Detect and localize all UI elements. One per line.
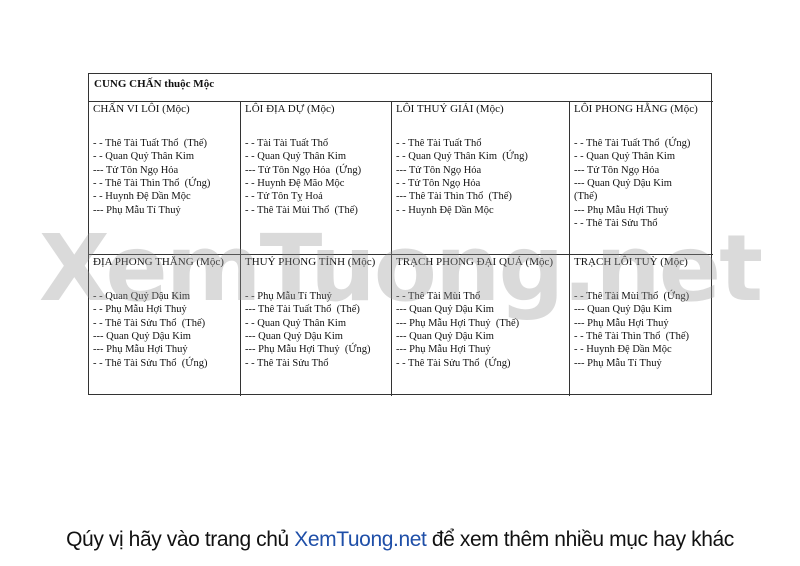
table: CUNG CHẤN thuộc Mộc CHẤN VI LÔI (Mộc) - -… [88, 73, 713, 396]
cell-line: --- Quan Quỷ Dậu Kim [396, 330, 494, 342]
cell-line: --- Quan Quỷ Dậu Kim [93, 330, 191, 342]
table-cell: THUỶ PHONG TỈNH (Mộc) - - Phụ Mẫu Tí Thuỷ… [240, 254, 391, 396]
cell-line: --- Tử Tôn Ngọ Hỏa [93, 164, 179, 176]
cell-line: - - Thê Tài Tuất Thổ (Thế) [93, 138, 208, 149]
cell-heading: TRẠCH PHONG ĐẠI QUÁ (Mộc) [396, 256, 554, 268]
table-cell: LÔI THUỶ GIẢI (Mộc) - - Thê Tài Tuất Thổ -… [391, 101, 569, 254]
cell-line: --- Phụ Mẫu Hợi Thuỷ (Ứng) [245, 344, 371, 356]
cell-line: - - Quan Quỷ Thân Kim [245, 151, 346, 163]
cell-line: - - Thê Tài Thìn Thổ (Thế) [574, 330, 689, 342]
cell-line: - - Quan Quỷ Thân Kim (Ứng) [396, 151, 528, 163]
cell-heading: TRẠCH LÔI TUỲ (Mộc) [574, 256, 688, 268]
cell-line: - - Tài Tài Tuất Thổ [245, 138, 329, 149]
cell-line: --- Phụ Mẫu Hợi Thuỷ [574, 317, 669, 329]
cell-heading: LÔI PHONG HẰNG (Mộc) [574, 103, 698, 115]
cell-line: --- Tử Tôn Ngọ Hỏa [574, 164, 660, 176]
footer-text: Qúy vị hãy vào trang chủ [66, 528, 295, 551]
table-title: CUNG CHẤN thuộc Mộc [94, 78, 215, 90]
cell-line: - - Thê Tài Tuất Thổ (Ứng) [574, 138, 691, 149]
cell-line: - - Quan Quỷ Thân Kim [93, 151, 194, 163]
cell-line: - - Thê Tài Sửu Thổ (Thế) [93, 317, 206, 329]
cell-line: --- Quan Quỷ Dậu Kim [574, 177, 672, 189]
cell-line: - - Quan Quỷ Thân Kim [245, 317, 346, 329]
cell-line: --- Phụ Mẫu Tí Thuỷ [93, 204, 181, 216]
cell-line: --- Quan Quỷ Dậu Kim [574, 304, 672, 316]
cell-line: - - Huynh Đệ Dần Mộc [574, 344, 672, 356]
footer: Qúy vị hãy vào trang chủ XemTuong.net để… [0, 528, 800, 552]
cell-heading: THUỶ PHONG TỈNH (Mộc) [245, 256, 376, 268]
cell-line: - - Thê Tài Tuất Thổ [396, 138, 482, 149]
cell-heading: LÔI ĐỊA DỰ (Mộc) [245, 103, 335, 115]
cell-line: - - Thê Tài Mùi Thổ (Thế) [245, 204, 358, 216]
cell-line: --- Thê Tài Thìn Thổ (Thế) [396, 191, 512, 203]
cell-heading: ĐỊA PHONG THĂNG (Mộc) [93, 256, 224, 268]
cell-line: - - Thê Tài Mùi Thổ (Ứng) [574, 291, 690, 302]
cell-line: - - Thê Tài Thìn Thổ (Ứng) [93, 177, 211, 189]
cell-line: - - Quan Quỷ Dậu Kim [93, 291, 191, 302]
cell-line: - - Huynh Đệ Dần Mộc [93, 191, 191, 203]
cell-line: --- Quan Quỷ Dậu Kim [245, 330, 343, 342]
cell-line: --- Quan Quỷ Dậu Kim [396, 304, 494, 316]
cell-line: (Thế) [574, 191, 598, 203]
cell-line: --- Tử Tôn Ngọ Hỏa [396, 164, 482, 176]
cell-heading: LÔI THUỶ GIẢI (Mộc) [396, 103, 504, 115]
cell-line: - - Tử Tôn Ngọ Hỏa [396, 177, 481, 189]
footer-link[interactable]: XemTuong.net [294, 528, 427, 551]
table-cell: LÔI ĐỊA DỰ (Mộc) - - Tài Tài Tuất Thổ - - … [240, 101, 391, 254]
cell-line: - - Quan Quỷ Thân Kim [574, 151, 675, 163]
cell-line: - - Thê Tài Sửu Thổ [245, 357, 329, 369]
cell-line: - - Phụ Mẫu Hợi Thuỷ [93, 304, 187, 316]
cell-line: --- Tử Tôn Ngọ Hỏa (Ứng) [245, 164, 362, 176]
table-cell: CHẤN VI LÔI (Mộc) - - Thê Tài Tuất Thổ (T… [89, 101, 240, 254]
cell-line: - - Thê Tài Mùi Thổ [396, 291, 481, 302]
cell-line: --- Thê Tài Tuất Thổ (Thế) [245, 304, 360, 316]
cell-line: - - Phụ Mẫu Tí Thuỷ [245, 291, 332, 302]
cell-line: --- Phụ Mẫu Hợi Thuỷ [396, 344, 491, 356]
footer-text: để xem thêm nhiều mục hay khác [426, 528, 734, 551]
cell-line: - - Tử Tôn Tỵ Hoả [245, 191, 323, 203]
cell-line: - - Thê Tài Sửu Thổ (Ứng) [396, 357, 511, 369]
cell-line: --- Phụ Mẫu Hợi Thuỷ [574, 204, 669, 216]
cell-line: --- Phụ Mẫu Tí Thuỷ [574, 357, 662, 369]
cell-line: - - Thê Tài Sửu Thổ [574, 217, 658, 229]
table-cell: TRẠCH LÔI TUỲ (Mộc) - - Thê Tài Mùi Thổ (… [569, 254, 713, 396]
table-cell: LÔI PHONG HẰNG (Mộc) - - Thê Tài Tuất Thổ… [569, 101, 713, 254]
cell-line: --- Phụ Mẫu Hợi Thuỷ [93, 344, 188, 356]
table-cell: ĐỊA PHONG THĂNG (Mộc) - - Quan Quỷ Dậu Ki… [89, 254, 240, 396]
cell-heading: CHẤN VI LÔI (Mộc) [93, 103, 190, 115]
cell-line: --- Phụ Mẫu Hợi Thuỷ (Thế) [396, 317, 520, 329]
table-cell: TRẠCH PHONG ĐẠI QUÁ (Mộc) - - Thê Tài Mùi… [391, 254, 569, 396]
cell-line: - - Huynh Đệ Mão Mộc [245, 177, 345, 189]
cell-line: - - Huynh Đệ Dần Mộc [396, 204, 494, 216]
cell-line: - - Thê Tài Sửu Thổ (Ứng) [93, 357, 208, 369]
